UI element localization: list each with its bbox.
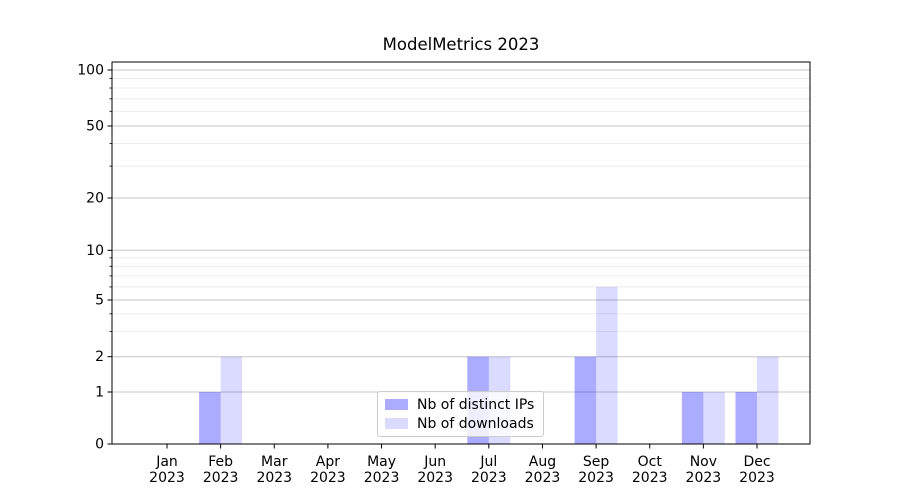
x-tick-label-month-aug: Aug [529, 454, 556, 470]
x-tick-label-month-feb: Feb [208, 454, 233, 470]
y-tick-label-2: 2 [95, 349, 104, 365]
x-tick-label-year-dec: 2023 [739, 470, 775, 486]
x-tick-label-month-jun: Jun [423, 454, 446, 470]
x-tick-label-month-may: May [367, 454, 396, 470]
x-tick-label-month-mar: Mar [261, 454, 288, 470]
x-tick-label-year-apr: 2023 [310, 470, 346, 486]
x-tick-label-year-aug: 2023 [525, 470, 561, 486]
plot-frame [111, 61, 811, 445]
y-tick-label-10: 10 [86, 243, 104, 259]
bar-distinct-ips-nov [681, 392, 704, 444]
x-tick-label-year-oct: 2023 [632, 470, 668, 486]
x-tick-label-month-nov: Nov [690, 454, 717, 470]
bar-downloads-feb [220, 356, 243, 444]
x-tick-label-month-oct: Oct [638, 454, 663, 470]
x-tick-label-year-sep: 2023 [578, 470, 614, 486]
legend-label-distinct-ips: Nb of distinct IPs [417, 396, 535, 413]
x-tick-label-month-apr: Apr [316, 454, 340, 470]
legend-label-downloads: Nb of downloads [417, 415, 534, 432]
y-tick-label-100: 100 [77, 63, 104, 79]
x-tick-label-year-mar: 2023 [256, 470, 292, 486]
bar-distinct-ips-sep [574, 356, 597, 444]
x-tick-label-year-feb: 2023 [203, 470, 239, 486]
x-tick-label-month-jan: Jan [155, 454, 178, 470]
bar-downloads-dec [756, 356, 779, 444]
x-tick-label-month-jul: Jul [479, 454, 497, 470]
chart-title: ModelMetrics 2023 [382, 35, 540, 54]
bar-distinct-ips-feb [199, 392, 221, 444]
x-tick-label-year-jul: 2023 [471, 470, 507, 486]
x-tick-label-year-may: 2023 [364, 470, 400, 486]
y-tick-label-50: 50 [86, 119, 104, 135]
legend: Nb of distinct IPs Nb of downloads [377, 391, 544, 437]
x-tick-label-year-jun: 2023 [417, 470, 453, 486]
legend-swatch-downloads [385, 418, 408, 429]
legend-row-downloads: Nb of downloads [385, 416, 535, 432]
bar-downloads-nov [703, 392, 725, 444]
bar-downloads-sep [596, 286, 618, 444]
y-tick-label-20: 20 [86, 191, 104, 207]
legend-swatch-distinct-ips [385, 399, 408, 410]
x-tick-label-month-sep: Sep [583, 454, 610, 470]
y-tick-label-0: 0 [95, 437, 104, 453]
y-tick-label-1: 1 [95, 385, 104, 401]
x-tick-label-year-jan: 2023 [149, 470, 185, 486]
x-tick-label-month-dec: Dec [743, 454, 770, 470]
x-tick-label-year-nov: 2023 [686, 470, 722, 486]
bar-distinct-ips-dec [735, 392, 757, 444]
y-tick-label-5: 5 [95, 293, 104, 309]
legend-row-distinct-ips: Nb of distinct IPs [385, 397, 535, 413]
